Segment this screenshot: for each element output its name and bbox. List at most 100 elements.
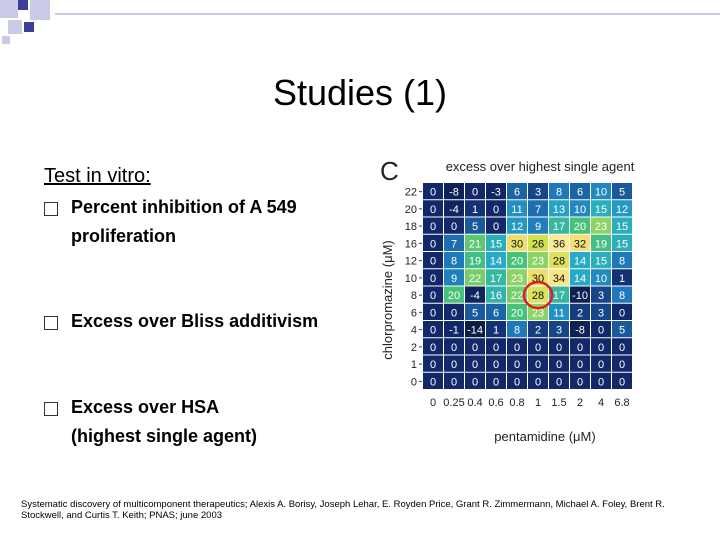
citation-line-2: Stockwell, and Curtis T. Keith; PNAS; ju… (21, 510, 223, 521)
y-tick-label: 4 (411, 325, 417, 337)
corner-square-6 (2, 36, 10, 44)
heatmap-cell (507, 234, 527, 251)
heatmap-cell (549, 286, 569, 303)
heatmap-cell (612, 372, 632, 389)
cell-value-label: 0 (451, 342, 457, 354)
cell-value-label: 0 (514, 359, 520, 371)
heatmap-cell (591, 200, 611, 217)
heatmap-cell (528, 372, 548, 389)
cell-value-label: 32 (574, 238, 586, 250)
cell-value-label: -14 (467, 325, 483, 337)
y-tick-label: 0 (411, 376, 417, 388)
heatmap-cell (591, 355, 611, 372)
heatmap-cell (423, 286, 443, 303)
heatmap-cell (591, 303, 611, 320)
heatmap-cell (486, 183, 506, 200)
cell-value-label: 8 (514, 325, 520, 337)
cell-value-label: 0 (451, 376, 457, 388)
heatmap-cell (423, 217, 443, 234)
bullet-marker-1 (44, 202, 58, 216)
cell-value-label: 11 (511, 204, 522, 216)
heatmap-cell (549, 234, 569, 251)
heatmap-cell (423, 200, 443, 217)
cell-value-label: 13 (553, 204, 565, 216)
heatmap-cell (465, 355, 485, 372)
cell-value-label: 0 (514, 342, 520, 354)
heatmap-cell (465, 252, 485, 269)
cell-value-label: 0 (598, 359, 604, 371)
cell-value-label: 0 (493, 342, 499, 354)
x-tick-label: 0.8 (509, 397, 524, 409)
heatmap-cell (486, 269, 506, 286)
cell-value-label: 12 (616, 204, 628, 216)
cell-value-label: 0 (619, 342, 625, 354)
corner-square-5 (24, 22, 34, 32)
cell-value-label: 30 (511, 238, 523, 250)
x-tick-label: 1 (535, 397, 541, 409)
y-tick-label: 20 (405, 204, 417, 216)
corner-square-2 (18, 0, 28, 10)
cell-value-label: 3 (535, 187, 541, 199)
heatmap-cell (486, 372, 506, 389)
heatmap-cell (444, 338, 464, 355)
cell-value-label: 0 (535, 359, 541, 371)
heatmap-cell (528, 355, 548, 372)
y-tick-label: 22 (405, 187, 417, 199)
heatmap-cell (423, 355, 443, 372)
cell-value-label: 15 (490, 238, 502, 250)
x-tick-label: 0 (430, 397, 436, 409)
heatmap-cell (549, 372, 569, 389)
cell-value-label: 0 (598, 325, 604, 337)
cell-value-label: 5 (619, 325, 625, 337)
heatmap-cell (570, 200, 590, 217)
cell-value-label: 15 (595, 256, 607, 268)
cell-value-label: 34 (553, 273, 565, 285)
cell-value-label: 0 (493, 359, 499, 371)
cell-value-label: 22 (469, 273, 481, 285)
heatmap-cell (507, 200, 527, 217)
heatmap-cell (570, 183, 590, 200)
corner-square-3 (30, 0, 50, 20)
cell-value-label: 6 (493, 307, 499, 319)
heatmap-cell (507, 321, 527, 338)
cell-value-label: 14 (574, 273, 586, 285)
cell-value-label: 14 (574, 256, 586, 268)
cell-value-label: 0 (430, 325, 436, 337)
cell-value-label: 0 (535, 342, 541, 354)
heatmap-cell (444, 217, 464, 234)
y-tick-label: 8 (411, 290, 417, 302)
heatmap-cell (444, 372, 464, 389)
cell-value-label: 0 (493, 204, 499, 216)
cell-value-label: 6 (577, 187, 583, 199)
heatmap-cell (423, 183, 443, 200)
heatmap-cell (612, 286, 632, 303)
cell-value-label: 8 (619, 290, 625, 302)
heatmap-cell (528, 234, 548, 251)
heatmap-cell (423, 252, 443, 269)
heatmap-figure: C excess over highest single agent penta… (380, 156, 635, 444)
x-tick-label: 4 (598, 397, 604, 409)
heatmap-cell (423, 338, 443, 355)
x-tick-label: 1.5 (551, 397, 566, 409)
bullet-1-line-2: proliferation (71, 226, 177, 246)
heatmap-cell (486, 286, 506, 303)
cell-value-label: 0 (493, 221, 499, 233)
y-tick-label: 2 (411, 342, 417, 354)
heatmap-cell (612, 252, 632, 269)
cell-value-label: 15 (616, 221, 628, 233)
cell-value-label: 0 (535, 376, 541, 388)
heatmap-cell (486, 355, 506, 372)
highlight-circle (522, 280, 554, 310)
heatmap-cell (486, 200, 506, 217)
heatmap-cell (465, 321, 485, 338)
bullet-3-line-1: Excess over HSA (71, 397, 220, 417)
cell-value-label: 0 (472, 342, 478, 354)
heatmap-cell (444, 252, 464, 269)
heatmap-cell (591, 321, 611, 338)
heatmap-cell (486, 303, 506, 320)
heatmap-cell (507, 269, 527, 286)
heatmap-cell (507, 372, 527, 389)
cell-value-label: 23 (595, 221, 607, 233)
cell-value-label: 14 (490, 256, 502, 268)
cell-value-label: 12 (511, 221, 523, 233)
